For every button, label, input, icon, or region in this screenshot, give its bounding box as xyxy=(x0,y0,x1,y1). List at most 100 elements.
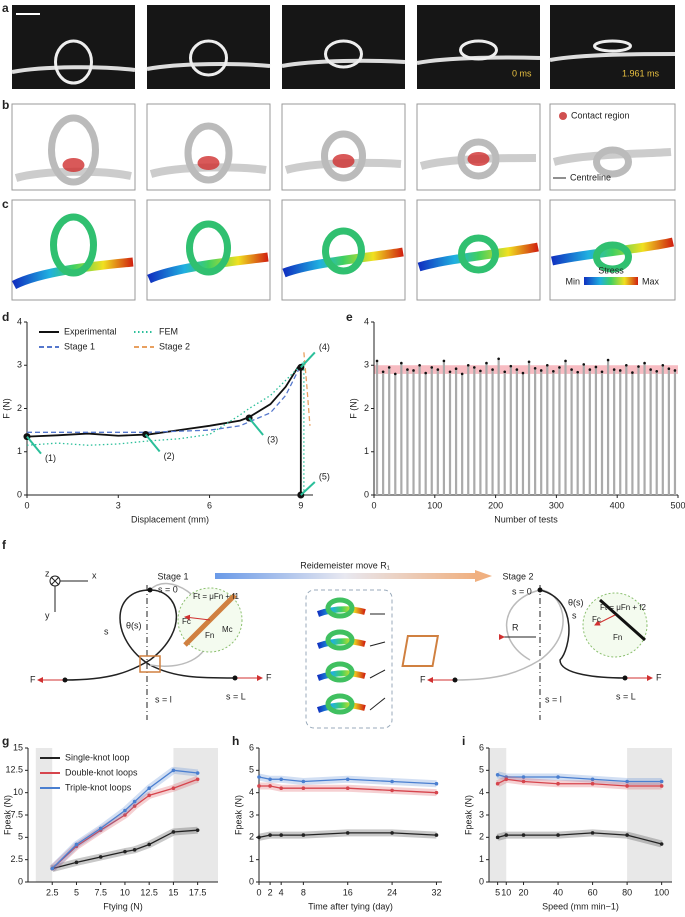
legend-label: Centreline xyxy=(570,172,611,182)
x-tick-label: 400 xyxy=(610,500,625,510)
data-point xyxy=(195,777,200,782)
x-tick-label: 20 xyxy=(519,887,529,897)
x-tick-label: 500 xyxy=(670,500,685,510)
data-point xyxy=(564,359,567,363)
data-point xyxy=(473,366,476,369)
annotation-leader xyxy=(144,433,161,453)
diagram-label: Fn xyxy=(205,631,214,640)
data-point xyxy=(570,368,573,371)
data-point xyxy=(257,784,261,788)
data-point xyxy=(406,368,409,371)
y-axis-label: Fpeak (N) xyxy=(463,795,473,835)
data-point xyxy=(504,777,509,782)
contact xyxy=(62,158,85,172)
data-point xyxy=(279,777,283,782)
data-point xyxy=(495,773,500,777)
diagram-label: θ(s) xyxy=(126,620,142,630)
y-tick-label: 12.5 xyxy=(5,765,23,775)
legend-label: FEM xyxy=(159,326,178,336)
y-tick-label: 3 xyxy=(364,360,369,370)
data-point xyxy=(400,361,403,365)
tube xyxy=(317,670,366,681)
tube-loop xyxy=(186,220,231,276)
data-point xyxy=(552,370,555,373)
data-point xyxy=(147,793,151,798)
x-tick-label: 60 xyxy=(588,887,598,897)
data-point xyxy=(123,849,127,854)
panel-letter: d xyxy=(2,310,9,324)
y-tick-label: 10 xyxy=(13,787,23,797)
y-tick-label: 0 xyxy=(18,876,23,886)
data-point xyxy=(491,368,494,371)
knot xyxy=(189,39,228,77)
data-point xyxy=(434,833,439,837)
y-tick-label: 3 xyxy=(17,360,22,370)
data-point xyxy=(527,360,531,364)
x-tick-label: 12.5 xyxy=(140,887,158,897)
data-point xyxy=(434,790,439,795)
contact xyxy=(197,156,220,170)
photo xyxy=(282,5,405,89)
data-point xyxy=(556,775,560,779)
data-point xyxy=(637,365,640,368)
series-line xyxy=(27,364,302,433)
data-point xyxy=(268,784,272,788)
tube xyxy=(282,247,404,278)
data-point xyxy=(123,808,127,813)
x-tick-label: 10 xyxy=(501,887,511,897)
data-point xyxy=(582,363,586,366)
y-tick-label: 5 xyxy=(249,765,254,775)
diagram-label: Fc xyxy=(182,617,191,626)
data-point xyxy=(659,779,664,784)
x-tick-label: 3 xyxy=(116,500,121,510)
data-point xyxy=(655,370,659,373)
data-point xyxy=(195,828,200,832)
panel-letter: c xyxy=(2,197,9,211)
data-point xyxy=(576,370,579,374)
annotation-label: (3) xyxy=(267,434,278,444)
data-point xyxy=(590,831,595,835)
annotation-leader xyxy=(300,481,316,496)
data-point xyxy=(171,786,176,790)
y-tick-label: 4 xyxy=(479,787,484,797)
data-point xyxy=(171,830,176,834)
x-tick-label: 200 xyxy=(488,500,503,510)
y-tick-label: 5 xyxy=(18,832,23,842)
y-tick-label: 1 xyxy=(249,854,254,864)
y-tick-label: 4 xyxy=(17,316,22,326)
x-tick-label: 300 xyxy=(549,500,564,510)
render xyxy=(281,103,406,191)
data-point xyxy=(631,371,634,374)
diagram-label: F xyxy=(420,674,426,684)
tube-loop xyxy=(50,213,97,277)
data-point xyxy=(661,363,665,367)
data-point xyxy=(412,369,415,372)
data-point xyxy=(495,781,500,786)
panel-letter: a xyxy=(2,1,9,15)
panel-letter: h xyxy=(232,734,239,748)
diagram-label: s xyxy=(572,610,577,620)
filament xyxy=(146,62,271,71)
tube xyxy=(550,237,675,266)
data-point xyxy=(643,361,646,365)
legend-label: Stage 1 xyxy=(64,341,95,351)
data-point xyxy=(268,777,272,782)
y-tick-label: 2 xyxy=(364,403,369,413)
tube xyxy=(552,148,672,166)
x-axis-label: Time after tying (day) xyxy=(308,901,393,911)
diagram-label: Stage 1 xyxy=(157,571,188,581)
tube-loop xyxy=(593,241,632,273)
knot xyxy=(593,39,632,53)
y-axis-label: Fpeak (N) xyxy=(233,795,243,835)
tube-loop xyxy=(321,130,366,182)
x-tick-label: 80 xyxy=(622,887,632,897)
data-point xyxy=(448,370,452,374)
data-point xyxy=(533,366,537,370)
data-point xyxy=(503,370,507,374)
y-tick-label: 2 xyxy=(479,832,484,842)
knot xyxy=(459,39,498,61)
diagram-f: Stage 1 Reidemeister move R₁ Stage 2 z x… xyxy=(30,560,662,729)
data-point xyxy=(390,788,394,793)
data-point xyxy=(521,775,526,779)
